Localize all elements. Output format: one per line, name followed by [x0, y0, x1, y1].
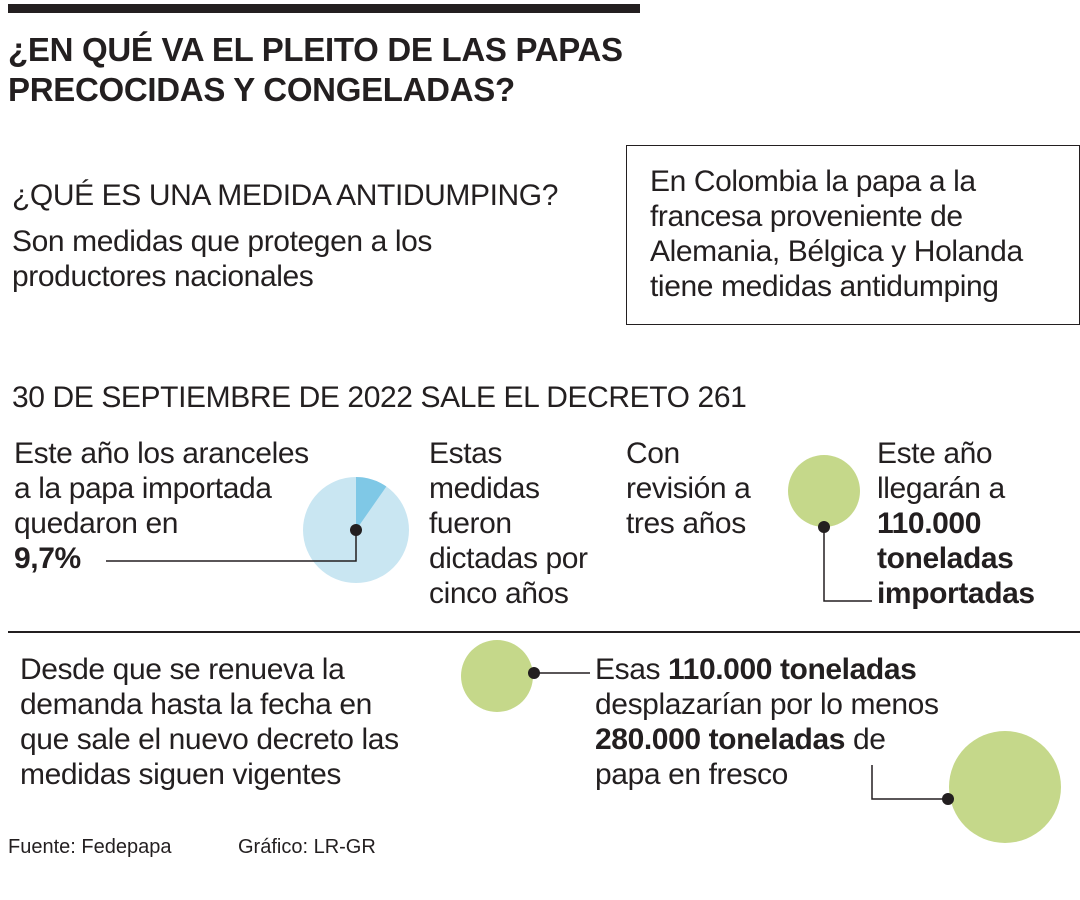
duration-line-3: fueron: [429, 507, 512, 540]
review-text: Con revisión a tres años: [626, 436, 786, 541]
tariffs-line-3: quedaron en: [14, 507, 179, 540]
tariffs-text: Este año los aranceles a la papa importa…: [14, 436, 354, 576]
duration-line-4: dictadas por: [429, 542, 588, 575]
section-divider: [8, 631, 1080, 633]
displacement-large-circle: [949, 731, 1061, 843]
imports-leader-dot: [818, 521, 830, 533]
renewal-text: Desde que se renueva la demanda hasta la…: [20, 652, 460, 792]
displacement-leader-line-large: [871, 765, 948, 800]
decree-heading: 30 DE SEPTIEMBRE DE 2022 SALE EL DECRETO…: [12, 381, 747, 414]
duration-line-1: Estas: [429, 437, 503, 470]
colombia-note-line-1: En Colombia la papa a la: [650, 165, 976, 198]
source-label: Fuente: Fedepapa: [8, 836, 172, 858]
imports-circle: [788, 455, 860, 527]
displacement-line-3: 280.000 toneladas de: [595, 722, 975, 757]
displacement-line-3-amount: 280.000 toneladas: [595, 723, 846, 756]
renewal-line-2: demanda hasta la fecha en: [20, 688, 372, 721]
title-line-2: PRECOCIDAS Y CONGELADAS?: [8, 71, 515, 108]
duration-line-2: medidas: [429, 472, 540, 505]
credit-label: Gráfico: LR-GR: [238, 836, 376, 858]
displacement-line-3-tail: de: [845, 723, 886, 756]
displacement-line-4: papa en fresco: [595, 758, 788, 791]
displacement-leader-dot-large: [942, 793, 954, 805]
tariffs-value: 9,7%: [14, 542, 81, 575]
top-rule: [8, 4, 640, 13]
displacement-line-2: desplazarían por lo menos: [595, 688, 939, 721]
displacement-leader-dot-small: [528, 667, 540, 679]
colombia-note-line-2: francesa proveniente de: [650, 200, 963, 233]
page-title: ¿EN QUÉ VA EL PLEITO DE LAS PAPAS PRECOC…: [8, 30, 668, 110]
review-line-2: revisión a: [626, 472, 751, 505]
title-line-1: ¿EN QUÉ VA EL PLEITO DE LAS PAPAS: [8, 31, 623, 68]
imports-line-5: importadas: [877, 577, 1035, 610]
displacement-small-circle: [461, 640, 533, 712]
antidumping-line-1: Son medidas que protegen a los: [12, 225, 432, 258]
displacement-line-1-amount: 110.000 toneladas: [668, 653, 917, 686]
tariff-leader-dot: [350, 524, 362, 536]
review-line-1: Con: [626, 437, 680, 470]
displacement-text: Esas 110.000 toneladas desplazarían por …: [595, 652, 975, 792]
antidumping-line-2: productores nacionales: [12, 260, 314, 293]
tariff-pie-slice: [356, 477, 387, 530]
antidumping-heading: ¿QUÉ ES UNA MEDIDA ANTIDUMPING?: [12, 179, 559, 212]
imports-text: Este año llegarán a 110.000 toneladas im…: [877, 436, 1077, 611]
renewal-line-4: medidas siguen vigentes: [20, 758, 342, 791]
colombia-note-line-4: tiene medidas antidumping: [650, 270, 999, 303]
imports-leader-line: [823, 527, 872, 602]
review-line-3: tres años: [626, 507, 746, 540]
imports-line-3: 110.000: [877, 507, 981, 540]
imports-line-1: Este año: [877, 437, 993, 470]
tariff-leader-line: [106, 530, 357, 562]
renewal-line-1: Desde que se renueva la: [20, 653, 345, 686]
colombia-note-text: En Colombia la papa a la francesa proven…: [650, 164, 1075, 304]
imports-line-2: llegarán a: [877, 472, 1005, 505]
duration-text: Estas medidas fueron dictadas por cinco …: [429, 436, 629, 611]
renewal-line-3: que sale el nuevo decreto las: [20, 723, 399, 756]
colombia-note-line-3: Alemania, Bélgica y Holanda: [650, 235, 1023, 268]
tariffs-line-2: a la papa importada: [14, 472, 272, 505]
tariffs-line-1: Este año los aranceles: [14, 437, 309, 470]
duration-line-5: cinco años: [429, 577, 569, 610]
imports-line-4: toneladas: [877, 542, 1014, 575]
displacement-line-1-lead: Esas: [595, 653, 669, 686]
displacement-line-1: Esas 110.000 toneladas: [595, 652, 975, 687]
antidumping-description: Son medidas que protegen a los productor…: [12, 224, 612, 294]
